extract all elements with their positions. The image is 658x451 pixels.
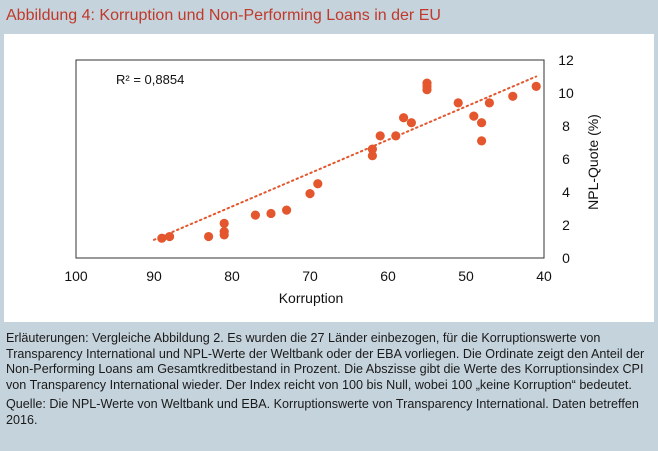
x-tick-label: 40 [536, 268, 552, 284]
x-tick-labels: 100 90 80 70 60 50 40 [64, 268, 552, 284]
data-point [204, 231, 214, 242]
explanation-text: Erläuterungen: Vergleiche Abbildung 2. E… [6, 331, 645, 392]
data-point [422, 78, 432, 88]
data-point [477, 136, 487, 146]
figure-notes: Erläuterungen: Vergleiche Abbildung 2. E… [6, 331, 654, 433]
data-point [375, 131, 385, 141]
y-tick-label: 12 [558, 52, 574, 68]
x-axis-title: Korruption [279, 290, 344, 306]
data-point [157, 233, 167, 243]
y-tick-label: 10 [558, 85, 574, 101]
chart-panel [4, 34, 654, 322]
x-tick-label: 60 [380, 268, 396, 284]
data-point [266, 208, 276, 219]
data-point [469, 111, 479, 121]
data-point [305, 189, 315, 199]
trendline [153, 75, 538, 241]
data-points [157, 78, 541, 243]
y-tick-label: 4 [562, 184, 570, 200]
data-point [165, 231, 175, 242]
data-point [391, 131, 401, 141]
data-point [399, 113, 409, 123]
data-point [406, 118, 416, 128]
data-point [250, 210, 260, 220]
y-tick-labels: 0 2 4 6 8 10 12 [558, 52, 574, 266]
r2-annotation: R² = 0,8854 [116, 72, 184, 87]
x-tick-label: 50 [458, 268, 474, 284]
x-tick-label: 100 [64, 268, 88, 284]
y-tick-label: 0 [562, 250, 570, 266]
data-point [367, 144, 377, 154]
data-point [484, 98, 494, 108]
data-point [367, 151, 377, 161]
data-point [219, 218, 229, 228]
y-tick-label: 8 [562, 118, 570, 134]
figure-title: Abbildung 4: Korruption und Non-Performi… [6, 7, 441, 24]
data-point [453, 98, 463, 108]
data-point [282, 205, 292, 215]
data-point [219, 227, 229, 237]
data-point [531, 81, 541, 91]
x-tick-label: 80 [224, 268, 240, 284]
x-tick-label: 70 [302, 268, 318, 284]
y-tick-label: 2 [562, 217, 570, 233]
data-point [313, 179, 323, 189]
source-text: Quelle: Die NPL-Werte von Weltbank und E… [6, 397, 639, 427]
x-tick-label: 90 [146, 268, 162, 284]
y-axis-title: NPL-Quote (%) [585, 114, 601, 210]
data-point [508, 91, 518, 101]
plot-area-frame [75, 59, 545, 259]
data-point [477, 118, 487, 128]
y-tick-label: 6 [562, 151, 570, 167]
